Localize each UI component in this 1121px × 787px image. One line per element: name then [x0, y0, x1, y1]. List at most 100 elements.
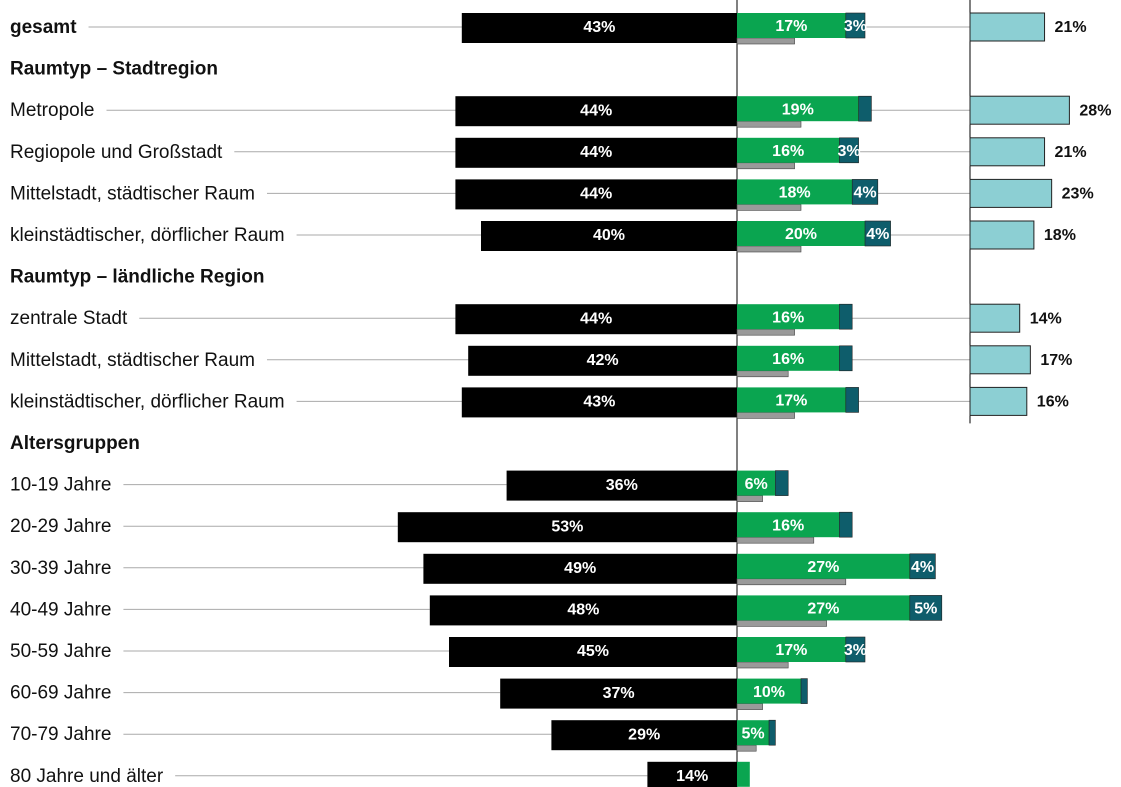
bar	[858, 95, 872, 122]
bar	[736, 245, 802, 253]
value-label: 44%	[580, 102, 612, 119]
bar	[736, 744, 757, 752]
category-label: Altersgruppen	[10, 433, 140, 454]
bar	[737, 13, 846, 38]
bar	[736, 578, 847, 586]
category-label: kleinstädtischer, dörflicher Raum	[10, 225, 285, 246]
bar	[397, 512, 737, 543]
value-label: 5%	[741, 725, 764, 742]
category-label: 80 Jahre und älter	[10, 766, 164, 787]
value-label: 53%	[551, 518, 583, 535]
value-label: 43%	[583, 394, 615, 411]
bar	[845, 12, 866, 39]
bar	[455, 304, 737, 335]
bar	[736, 412, 795, 419]
value-label: 28%	[1079, 102, 1111, 119]
value-label: 19%	[782, 101, 814, 118]
bar	[969, 178, 1053, 208]
value-label: 14%	[1030, 310, 1062, 327]
value-label: 4%	[866, 226, 889, 243]
value-label: 16%	[772, 309, 804, 326]
bar	[737, 96, 859, 122]
bar	[737, 553, 910, 579]
bar	[449, 637, 737, 667]
bar	[736, 204, 802, 211]
bar	[969, 386, 1028, 416]
value-label: 17%	[775, 642, 807, 659]
value-label: 48%	[567, 602, 599, 619]
value-label: 3%	[837, 143, 860, 160]
bar	[455, 179, 737, 210]
bar	[423, 553, 737, 584]
value-label: 14%	[676, 768, 708, 785]
bar	[969, 220, 1035, 250]
bar	[864, 220, 891, 247]
bar	[429, 595, 737, 626]
value-label: 49%	[564, 560, 596, 577]
value-label: 3%	[844, 18, 867, 35]
bar	[455, 96, 737, 127]
value-label: 3%	[844, 642, 867, 659]
bar	[736, 620, 827, 627]
value-label: 36%	[606, 477, 638, 494]
category-label: 10-19 Jahre	[10, 475, 111, 496]
value-label: 18%	[779, 185, 811, 202]
value-label: 17%	[775, 393, 807, 410]
category-label: gesamt	[10, 17, 77, 38]
category-label: kleinstädtischer, dörflicher Raum	[10, 391, 285, 412]
value-label: 21%	[1055, 144, 1087, 161]
bar	[737, 221, 865, 246]
category-label: Raumtyp – Stadtregion	[10, 59, 218, 80]
value-label: 43%	[583, 19, 615, 36]
value-label: 17%	[775, 18, 807, 35]
bar	[839, 511, 853, 538]
bar	[737, 637, 846, 662]
value-label: 27%	[807, 559, 839, 576]
value-label: 18%	[1044, 227, 1076, 244]
value-label: 17%	[1040, 352, 1072, 369]
category-label: Mittelstadt, städtischer Raum	[10, 183, 255, 204]
category-label: 50-59 Jahre	[10, 641, 111, 662]
value-label: 6%	[745, 476, 768, 493]
bar	[736, 495, 763, 502]
value-label: 29%	[628, 726, 660, 743]
value-label: 16%	[772, 517, 804, 534]
bar	[736, 370, 789, 378]
bar	[551, 720, 737, 751]
bar	[736, 328, 795, 336]
category-label: zentrale Stadt	[10, 308, 128, 329]
bar	[737, 512, 840, 538]
bar	[737, 720, 769, 746]
bar	[647, 761, 737, 787]
bar	[969, 137, 1046, 167]
bar	[461, 387, 737, 418]
bar	[481, 221, 737, 251]
value-label: 44%	[580, 144, 612, 161]
category-label: 60-69 Jahre	[10, 683, 111, 704]
category-label: 70-79 Jahre	[10, 724, 111, 745]
bar	[800, 678, 808, 704]
value-label: 45%	[577, 643, 609, 660]
bar	[909, 553, 936, 580]
bar	[839, 303, 853, 330]
value-label: 16%	[772, 351, 804, 368]
value-label: 44%	[580, 186, 612, 203]
value-label: 4%	[853, 185, 876, 202]
bar	[461, 13, 737, 43]
value-label: 37%	[603, 685, 635, 702]
bar	[736, 536, 815, 544]
bar	[737, 678, 801, 704]
bar	[736, 703, 763, 710]
value-label: 21%	[1055, 19, 1087, 36]
value-label: 42%	[587, 352, 619, 369]
bar	[736, 661, 789, 669]
bar	[851, 179, 879, 205]
bar	[839, 137, 859, 164]
bar	[839, 345, 853, 372]
bar	[775, 470, 789, 496]
category-label: 40-49 Jahre	[10, 599, 111, 620]
category-label: Regiopole und Großstadt	[10, 142, 223, 163]
bar	[969, 95, 1070, 125]
bar	[737, 761, 750, 787]
